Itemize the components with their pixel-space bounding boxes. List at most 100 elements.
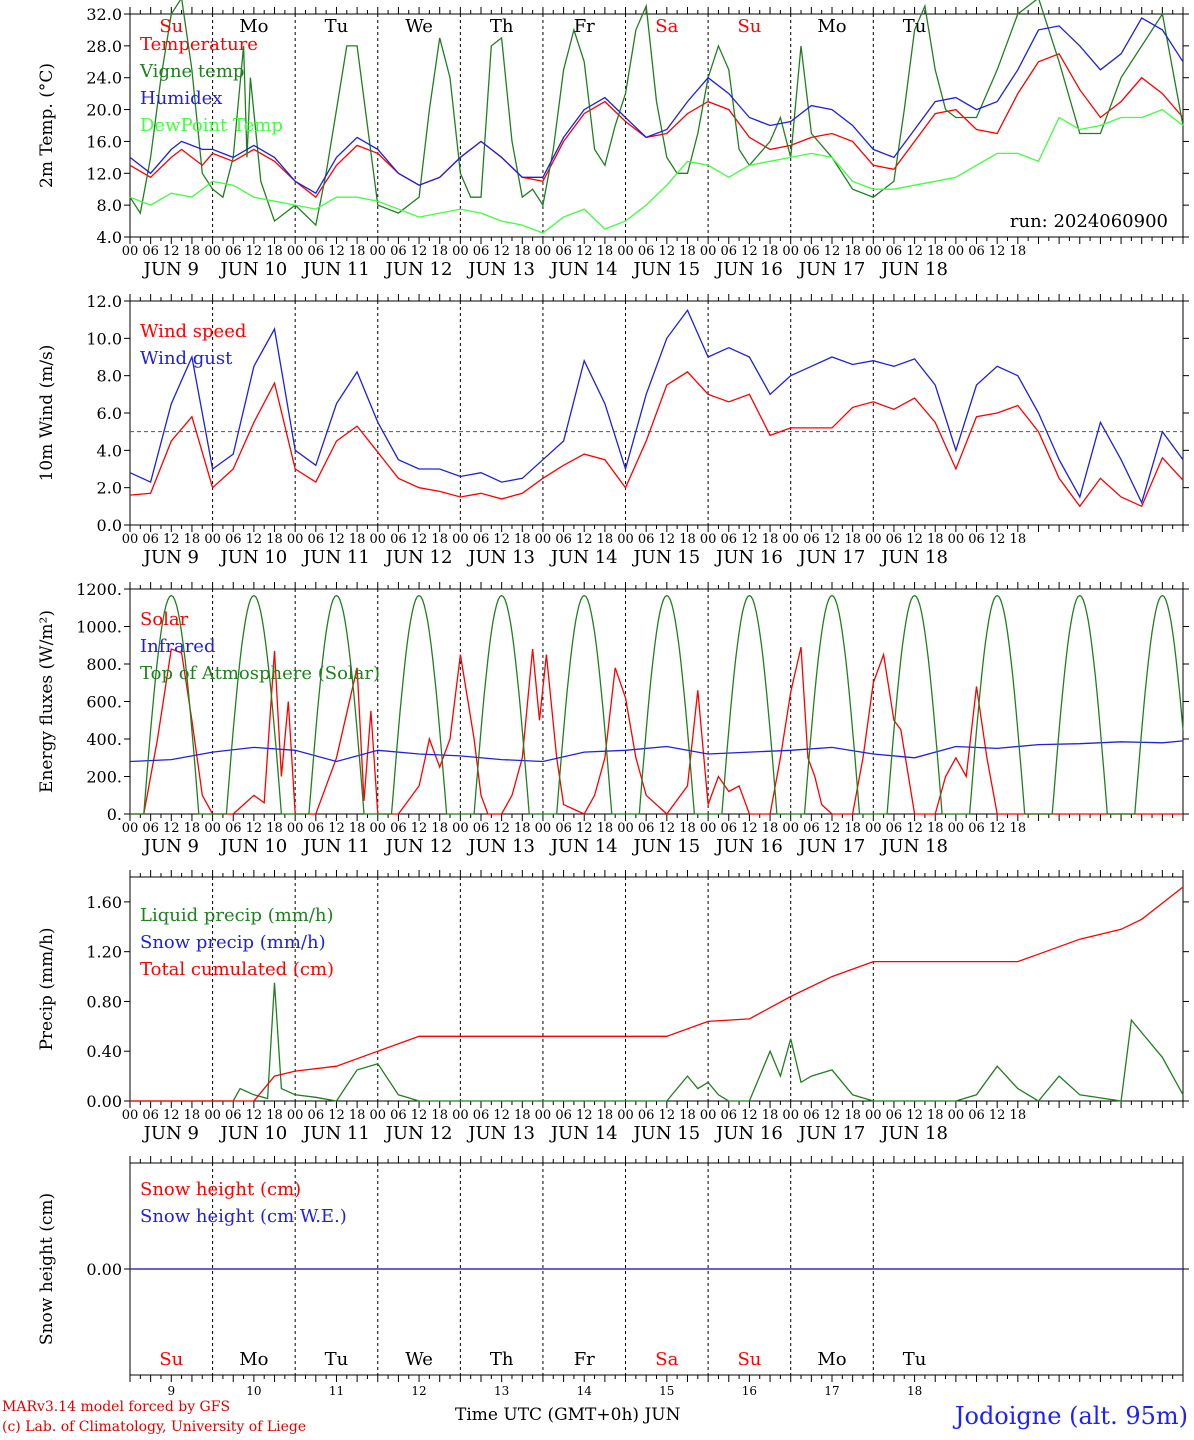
hour-tick-label: 06 xyxy=(390,821,407,836)
hour-tick-label: 18 xyxy=(514,244,531,259)
hour-tick-label: 18 xyxy=(349,532,366,547)
y-tick-label: 12.0 xyxy=(86,292,122,311)
hour-tick-label: 06 xyxy=(225,1108,242,1123)
y-tick-label: 0.00 xyxy=(86,1260,122,1279)
hour-tick-label: 12 xyxy=(659,1108,676,1123)
day-label: JUN 12 xyxy=(384,259,453,280)
hour-tick-label: 06 xyxy=(555,532,572,547)
hour-tick-label: 06 xyxy=(555,821,572,836)
hour-tick-label: 18 xyxy=(349,821,366,836)
panel-4: 0.00 0.40 0.80 1.20 1.60 Precip (mm/h) Liquid … xyxy=(37,870,1189,1144)
hour-tick-label: 00 xyxy=(204,532,221,547)
day-label: JUN 17 xyxy=(797,836,866,857)
weekday-label: Fr xyxy=(574,16,595,37)
hour-tick-label: 00 xyxy=(204,821,221,836)
hour-tick-label: 00 xyxy=(535,1108,552,1123)
hour-tick-label: 12 xyxy=(411,244,428,259)
day-number: 10 xyxy=(246,1384,261,1398)
hour-tick-label: 06 xyxy=(142,1108,159,1123)
hour-tick-label: 12 xyxy=(493,244,510,259)
hour-tick-label: 18 xyxy=(184,532,201,547)
hour-tick-label: 18 xyxy=(679,244,696,259)
hour-tick-label: 06 xyxy=(638,1108,655,1123)
y-tick-label: 200. xyxy=(86,768,122,787)
y-axis-title: 2m Temp. (°C) xyxy=(37,63,57,188)
hour-tick-label: 00 xyxy=(204,244,221,259)
hour-tick-label: 18 xyxy=(1010,1108,1027,1123)
hour-tick-label: 12 xyxy=(246,532,263,547)
series-line xyxy=(130,646,1183,815)
hour-tick-label: 00 xyxy=(287,1108,304,1123)
hour-tick-label: 18 xyxy=(844,821,861,836)
day-label: JUN 9 xyxy=(142,836,199,857)
y-tick-label: 6.0 xyxy=(97,404,122,423)
hour-tick-label: 00 xyxy=(287,532,304,547)
weekday-label: Sa xyxy=(655,16,678,37)
hour-tick-label: 12 xyxy=(163,821,180,836)
series-line xyxy=(129,108,1184,234)
y-tick-label: 8.0 xyxy=(97,367,122,386)
hour-tick-label: 06 xyxy=(225,532,242,547)
day-label: JUN 11 xyxy=(301,547,370,568)
y-tick-label: 0.80 xyxy=(86,992,122,1011)
hour-tick-label: 06 xyxy=(225,244,242,259)
hour-tick-label: 18 xyxy=(762,1108,779,1123)
legend-entry: Top of Atmosphere (Solar) xyxy=(140,663,380,684)
hour-tick-label: 06 xyxy=(638,532,655,547)
day-label: JUN 13 xyxy=(466,1123,535,1144)
legend-entry: Infrared xyxy=(140,636,215,657)
hour-tick-label: 18 xyxy=(1010,244,1027,259)
hour-tick-label: 00 xyxy=(782,1108,799,1123)
day-label: JUN 14 xyxy=(549,1123,618,1144)
hour-tick-label: 12 xyxy=(246,244,263,259)
hour-tick-label: 06 xyxy=(720,532,737,547)
hour-tick-label: 00 xyxy=(617,532,634,547)
hour-tick-label: 18 xyxy=(184,821,201,836)
hour-tick-label: 12 xyxy=(411,532,428,547)
hour-tick-label: 12 xyxy=(328,821,345,836)
hour-tick-label: 00 xyxy=(369,244,386,259)
hour-tick-label: 00 xyxy=(535,821,552,836)
panel-2: 0.0 2.0 4.0 6.0 8.0 10.0 12.0 10m Wind (m/s) Win… xyxy=(37,292,1189,568)
hour-tick-label: 12 xyxy=(576,821,593,836)
day-label: JUN 10 xyxy=(218,1123,287,1144)
hour-tick-label: 18 xyxy=(597,1108,614,1123)
series-line xyxy=(129,0,1184,227)
hour-tick-label: 00 xyxy=(122,821,139,836)
hour-tick-label: 12 xyxy=(246,821,263,836)
hour-tick-label: 06 xyxy=(886,532,903,547)
hour-tick-label: 18 xyxy=(431,244,448,259)
hour-tick-label: 06 xyxy=(142,532,159,547)
panel-1: 4.0 8.0 12.0 16.0 20.0 24.0 28.0 32.0 2m Temp. (… xyxy=(37,0,1189,280)
y-tick-label: 2.0 xyxy=(97,479,122,498)
hour-tick-label: 06 xyxy=(638,821,655,836)
series-line xyxy=(130,982,1184,1102)
hour-tick-label: 00 xyxy=(452,1108,469,1123)
hour-tick-label: 00 xyxy=(948,244,965,259)
day-label: JUN 9 xyxy=(142,547,199,568)
day-label: JUN 10 xyxy=(218,259,287,280)
hour-tick-label: 06 xyxy=(473,821,490,836)
legend-entry: Solar xyxy=(140,609,189,630)
hour-tick-label: 12 xyxy=(328,244,345,259)
hour-tick-label: 18 xyxy=(1010,532,1027,547)
series-line xyxy=(129,740,1184,763)
hour-tick-label: 12 xyxy=(659,244,676,259)
hour-tick-label: 00 xyxy=(617,821,634,836)
hour-tick-label: 00 xyxy=(700,532,717,547)
hour-tick-label: 06 xyxy=(968,244,985,259)
hour-tick-label: 12 xyxy=(989,532,1006,547)
hour-tick-label: 18 xyxy=(514,821,531,836)
hour-tick-label: 18 xyxy=(1010,821,1027,836)
hour-tick-label: 00 xyxy=(865,244,882,259)
hour-tick-label: 00 xyxy=(369,821,386,836)
y-tick-label: 1.20 xyxy=(86,943,122,962)
hour-tick-label: 06 xyxy=(638,244,655,259)
y-tick-label: 1200. xyxy=(76,580,122,599)
hour-tick-label: 00 xyxy=(782,821,799,836)
hour-tick-label: 00 xyxy=(948,821,965,836)
hour-tick-label: 00 xyxy=(369,532,386,547)
legend-entry: DewPoint Temp xyxy=(140,115,283,136)
hour-tick-label: 12 xyxy=(741,244,758,259)
hour-tick-label: 06 xyxy=(720,821,737,836)
